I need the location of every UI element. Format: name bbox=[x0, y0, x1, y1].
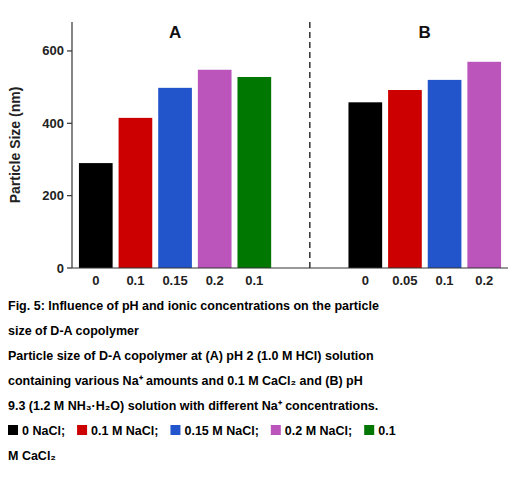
bar bbox=[237, 77, 271, 268]
x-tick-label: 0.1 bbox=[126, 273, 144, 288]
legend-label: 0.1 M NaCl; bbox=[91, 424, 158, 438]
y-tick bbox=[67, 195, 72, 196]
y-tick-label: 400 bbox=[42, 116, 64, 131]
bar bbox=[467, 62, 501, 268]
bar bbox=[79, 163, 113, 268]
x-tick-label: 0.2 bbox=[206, 273, 224, 288]
y-tick-label: 600 bbox=[42, 43, 64, 58]
caption-line: containing various Na⁺ amounts and 0.1 M… bbox=[8, 374, 363, 388]
legend-swatch bbox=[364, 425, 374, 435]
legend-label: 0 NaCl; bbox=[22, 424, 65, 438]
bar bbox=[158, 88, 192, 268]
x-tick-label: 0.05 bbox=[392, 273, 417, 288]
legend-label: 0.2 M NaCl; bbox=[285, 424, 352, 438]
y-axis-label: Particle Size (nm) bbox=[7, 87, 23, 204]
legend-swatch bbox=[170, 425, 180, 435]
chart: 0 200 400 600 Particle Size (nm) 0 0.1 0.15 0.2 0… bbox=[0, 0, 518, 488]
y-tick-label: 200 bbox=[42, 188, 64, 203]
x-tick-label: 0.1 bbox=[436, 273, 454, 288]
bar bbox=[388, 90, 422, 268]
caption-line: 9.3 (1.2 M NH₃·H₂O) solution with differ… bbox=[8, 399, 378, 413]
x-tick-label: 0.1 bbox=[245, 273, 263, 288]
caption-line: Particle size of D-A copolymer at (A) pH… bbox=[8, 349, 374, 363]
legend-swatch bbox=[8, 425, 18, 435]
y-tick bbox=[67, 267, 72, 268]
group-label: B bbox=[419, 23, 431, 42]
bar bbox=[348, 102, 382, 268]
bar bbox=[198, 70, 232, 268]
y-axis-line bbox=[71, 22, 72, 268]
legend-swatch bbox=[271, 425, 281, 435]
x-tick-label: 0 bbox=[92, 273, 99, 288]
bars bbox=[79, 62, 501, 268]
bar bbox=[119, 118, 153, 268]
x-axis-line bbox=[72, 267, 508, 268]
x-tick-label: 0.15 bbox=[162, 273, 187, 288]
legend-swatch bbox=[77, 425, 87, 435]
x-tick-label: 0.2 bbox=[475, 273, 493, 288]
y-tick-label: 0 bbox=[57, 261, 64, 276]
legend-label: M CaCl₂ bbox=[8, 449, 56, 463]
y-tick bbox=[67, 50, 72, 51]
caption-line: Fig. 5: Influence of pH and ionic concen… bbox=[8, 299, 379, 313]
x-tick-label: 0 bbox=[362, 273, 369, 288]
group-separator bbox=[309, 22, 311, 268]
group-label: A bbox=[169, 23, 181, 42]
y-tick bbox=[67, 123, 72, 124]
legend-label: 0.1 bbox=[378, 424, 395, 438]
legend-label: 0.15 M NaCl; bbox=[184, 424, 258, 438]
bar bbox=[428, 80, 462, 268]
caption-line: size of D-A copolymer bbox=[8, 324, 139, 338]
